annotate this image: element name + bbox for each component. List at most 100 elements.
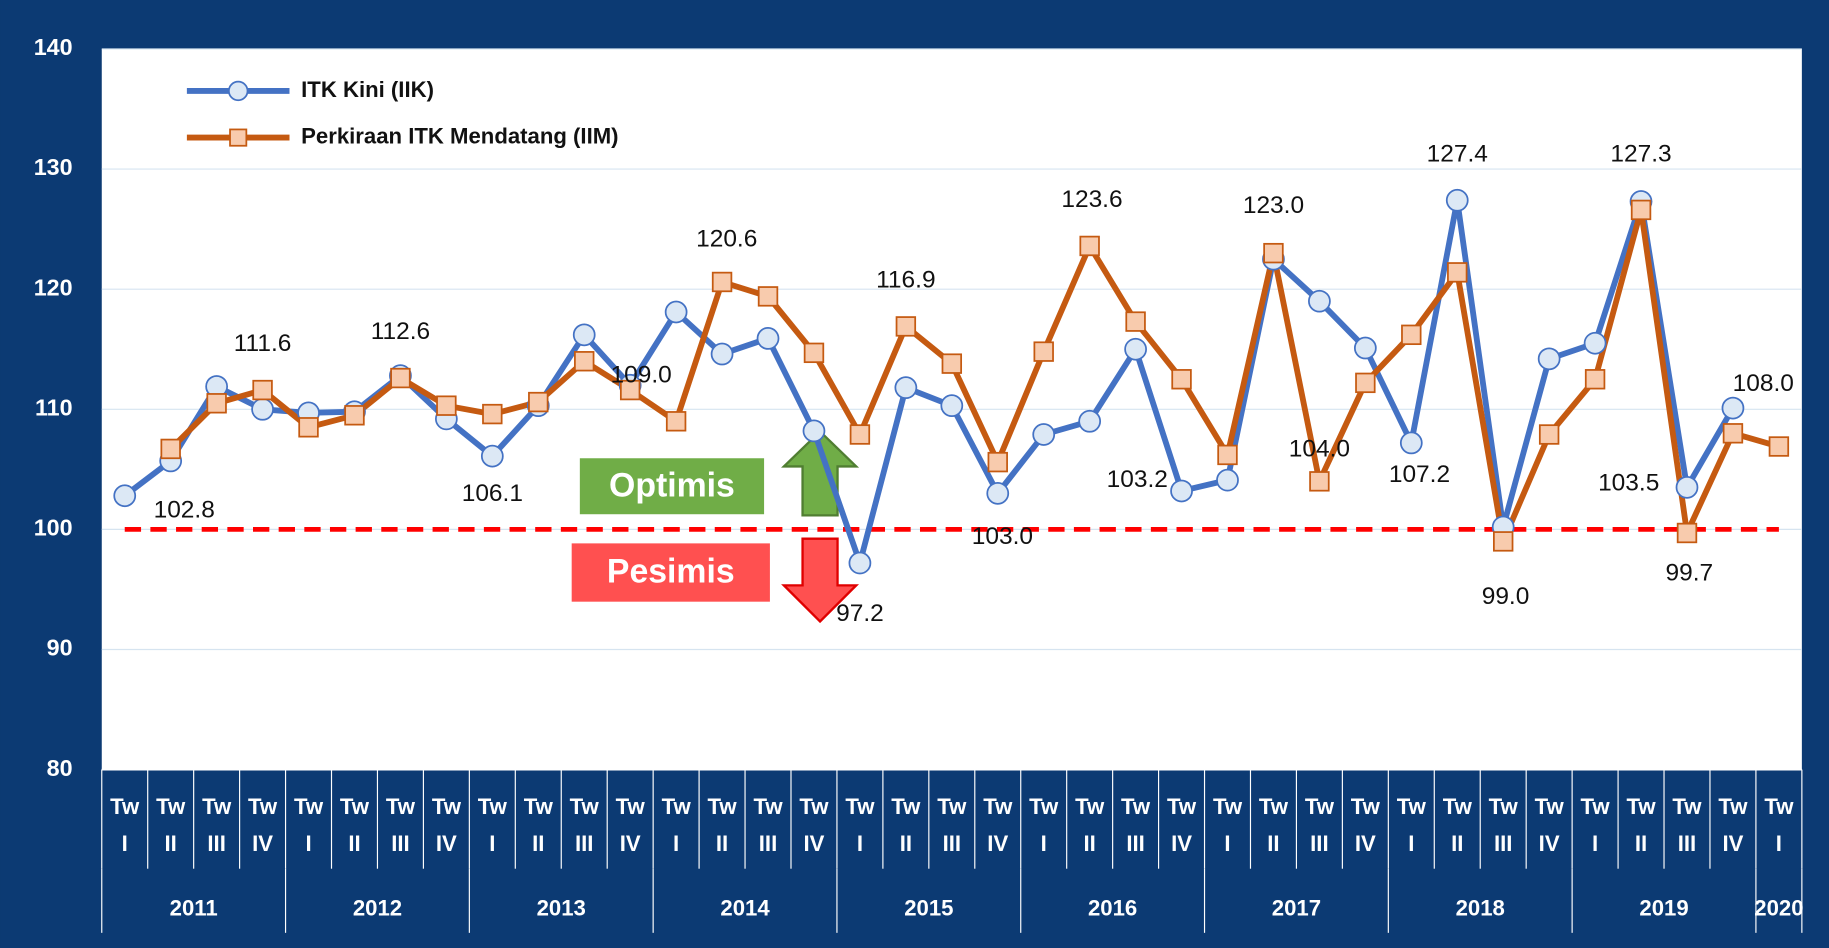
point	[572, 323, 596, 347]
point	[344, 405, 365, 426]
point	[803, 342, 825, 364]
value-label: 111.6	[234, 330, 292, 357]
point	[436, 395, 457, 416]
x-tick-label: Tw	[1075, 794, 1105, 819]
x-tick-label: II	[716, 831, 728, 856]
point	[1078, 409, 1102, 433]
x-tick-label: III	[207, 831, 225, 856]
value-label: 123.6	[1061, 186, 1122, 213]
point	[1445, 188, 1469, 212]
x-tick-label: III	[943, 831, 961, 856]
point	[1492, 531, 1514, 552]
point	[1217, 444, 1238, 466]
x-tick-label: I	[1592, 831, 1598, 856]
x-tick-label: Tw	[110, 794, 140, 819]
point	[849, 424, 871, 445]
optimis-label: Optimis	[609, 466, 735, 504]
x-tick-label: Tw	[1672, 794, 1702, 819]
x-tick-label: Tw	[1397, 794, 1427, 819]
y-tick-label: 80	[47, 755, 73, 781]
point	[1170, 479, 1193, 503]
value-label: 103.0	[972, 523, 1033, 550]
group-label: 2020	[1754, 895, 1803, 920]
y-tick-label: 110	[35, 394, 73, 420]
x-tick-label: III	[1310, 831, 1328, 856]
point	[1676, 522, 1698, 544]
x-tick-label: Tw	[1581, 794, 1611, 819]
point	[1768, 436, 1790, 457]
value-label: 106.1	[462, 480, 523, 507]
point	[1675, 475, 1699, 499]
point	[206, 393, 227, 414]
legend-label: Perkiraan ITK Mendatang (IIM)	[301, 123, 618, 148]
x-tick-label: IV	[252, 831, 273, 856]
point	[664, 300, 688, 324]
x-tick-label: Tw	[799, 794, 829, 819]
x-tick-label: Tw	[1305, 794, 1335, 819]
legend: ITK Kini (IIK) Perkiraan ITK Mendatang (I…	[186, 77, 619, 148]
x-tick-label: Tw	[845, 794, 875, 819]
x-tick-label: I	[305, 831, 311, 856]
x-tick-label: III	[575, 831, 593, 856]
x-tick-label: I	[673, 831, 679, 856]
point	[895, 316, 917, 337]
x-tick-label: Tw	[524, 794, 554, 819]
x-tick-label: IV	[987, 831, 1008, 856]
x-tick-label: I	[1041, 831, 1047, 856]
point	[711, 271, 733, 293]
series-layer: 102.8 106.1 97.2 103.0 103.2 107.2 127.4 127.3 1…	[113, 140, 1794, 627]
x-tick-label: Tw	[1718, 794, 1748, 819]
x-tick-label: I	[489, 831, 495, 856]
point	[1538, 424, 1560, 445]
value-label: 120.6	[696, 225, 757, 252]
x-tick-label: IV	[804, 831, 825, 856]
point	[298, 417, 319, 438]
value-label: 99.0	[1482, 583, 1530, 610]
point	[528, 391, 549, 413]
point	[757, 286, 779, 307]
x-tick-label: I	[857, 831, 863, 856]
point	[160, 438, 181, 460]
point	[1124, 337, 1147, 361]
point	[1308, 289, 1331, 313]
x-tick-label: Tw	[340, 794, 370, 819]
x-tick-label: Tw	[753, 794, 783, 819]
point	[1399, 431, 1423, 455]
x-tick-label: I	[1408, 831, 1414, 856]
value-label: 116.9	[876, 266, 935, 293]
x-tick-label: III	[1126, 831, 1144, 856]
point	[1263, 242, 1284, 264]
x-tick-label: III	[391, 831, 409, 856]
point	[1309, 471, 1330, 492]
point	[482, 403, 503, 425]
value-label: 127.4	[1427, 140, 1488, 167]
x-tick-label: Tw	[891, 794, 921, 819]
point	[574, 351, 595, 372]
group-label: 2019	[1639, 895, 1688, 920]
x-tick-label: Tw	[570, 794, 600, 819]
x-tick-label: II	[1084, 831, 1096, 856]
point	[1583, 331, 1607, 355]
group-label: 2014	[720, 895, 770, 920]
group-label: 2012	[353, 895, 402, 920]
point	[390, 367, 411, 389]
point	[1630, 199, 1652, 221]
y-tick-label: 140	[34, 34, 73, 60]
point	[1401, 324, 1422, 346]
point	[1353, 336, 1377, 360]
x-tick-label: III	[759, 831, 777, 856]
group-label: 2011	[170, 895, 218, 920]
point	[1216, 468, 1239, 492]
x-tick-label: Tw	[1489, 794, 1519, 819]
point	[710, 342, 734, 366]
x-tick-label: II	[532, 831, 544, 856]
x-tick-label: Tw	[708, 794, 738, 819]
group-label: 2018	[1456, 895, 1505, 920]
point	[1171, 369, 1192, 390]
y-tick-label: 90	[47, 635, 73, 661]
point	[940, 394, 964, 418]
x-tick-label: Tw	[1443, 794, 1473, 819]
value-label: 123.0	[1243, 192, 1304, 219]
y-tick-label: 100	[34, 515, 73, 541]
